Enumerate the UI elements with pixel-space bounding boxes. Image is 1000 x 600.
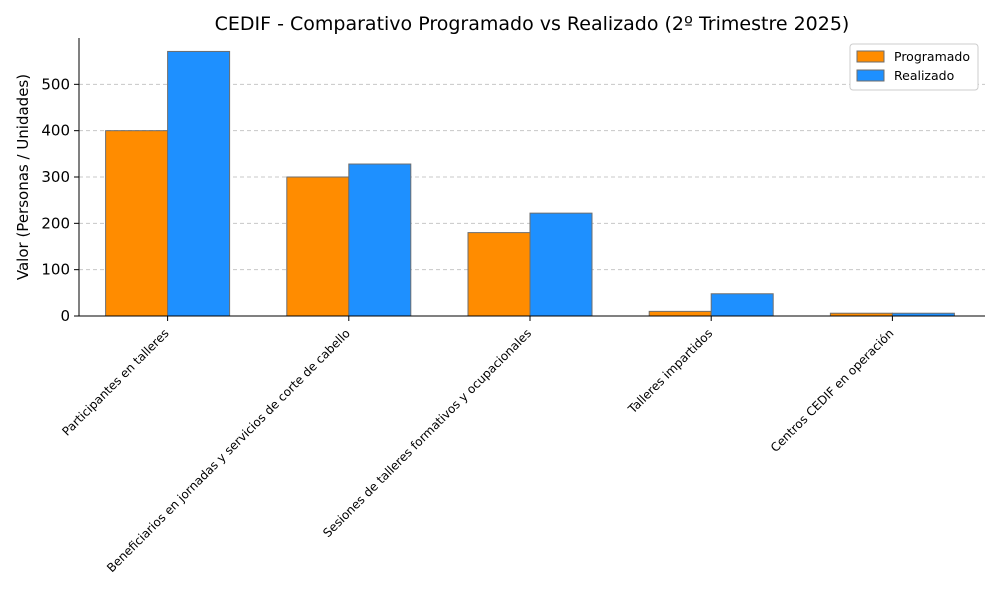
bar-programado-4 [648, 310, 712, 317]
y-axis-label: Valor (Personas / Unidades) [14, 74, 32, 280]
x-tick-label: Talleres impartidos [625, 326, 716, 417]
legend-swatch-realizado [856, 69, 885, 82]
y-tick-label: 300 [41, 168, 70, 186]
x-tick-label: Centros CEDIF en operación [768, 326, 897, 455]
x-tick-label: Participantes en talleres [59, 326, 171, 438]
y-tick-label: 400 [41, 122, 70, 140]
legend-label-programado: Programado [894, 49, 970, 64]
legend-swatch-programado [856, 50, 885, 63]
bar-realizado-1 [167, 50, 231, 317]
bar-realizado-3 [529, 212, 593, 317]
bar-programado-3 [467, 232, 531, 317]
y-tick-label: 0 [60, 307, 70, 325]
chart-title: CEDIF - Comparativo Programado vs Realiz… [215, 13, 850, 35]
x-tick-label: Sesiones de talleres formativos y ocupac… [320, 326, 534, 540]
y-tick-label: 100 [41, 261, 70, 279]
bar-realizado-2 [348, 163, 412, 317]
y-tick-label: 500 [41, 75, 70, 93]
y-tick-label: 200 [41, 214, 70, 232]
bar-programado-1 [105, 130, 169, 317]
legend-label-realizado: Realizado [894, 68, 954, 83]
y-ticks: 0 100 200 300 400 500 [41, 75, 79, 325]
bars-group [105, 50, 955, 317]
legend: Programado Realizado [849, 43, 979, 91]
bar-realizado-4 [710, 293, 774, 317]
bar-programado-2 [286, 176, 350, 317]
